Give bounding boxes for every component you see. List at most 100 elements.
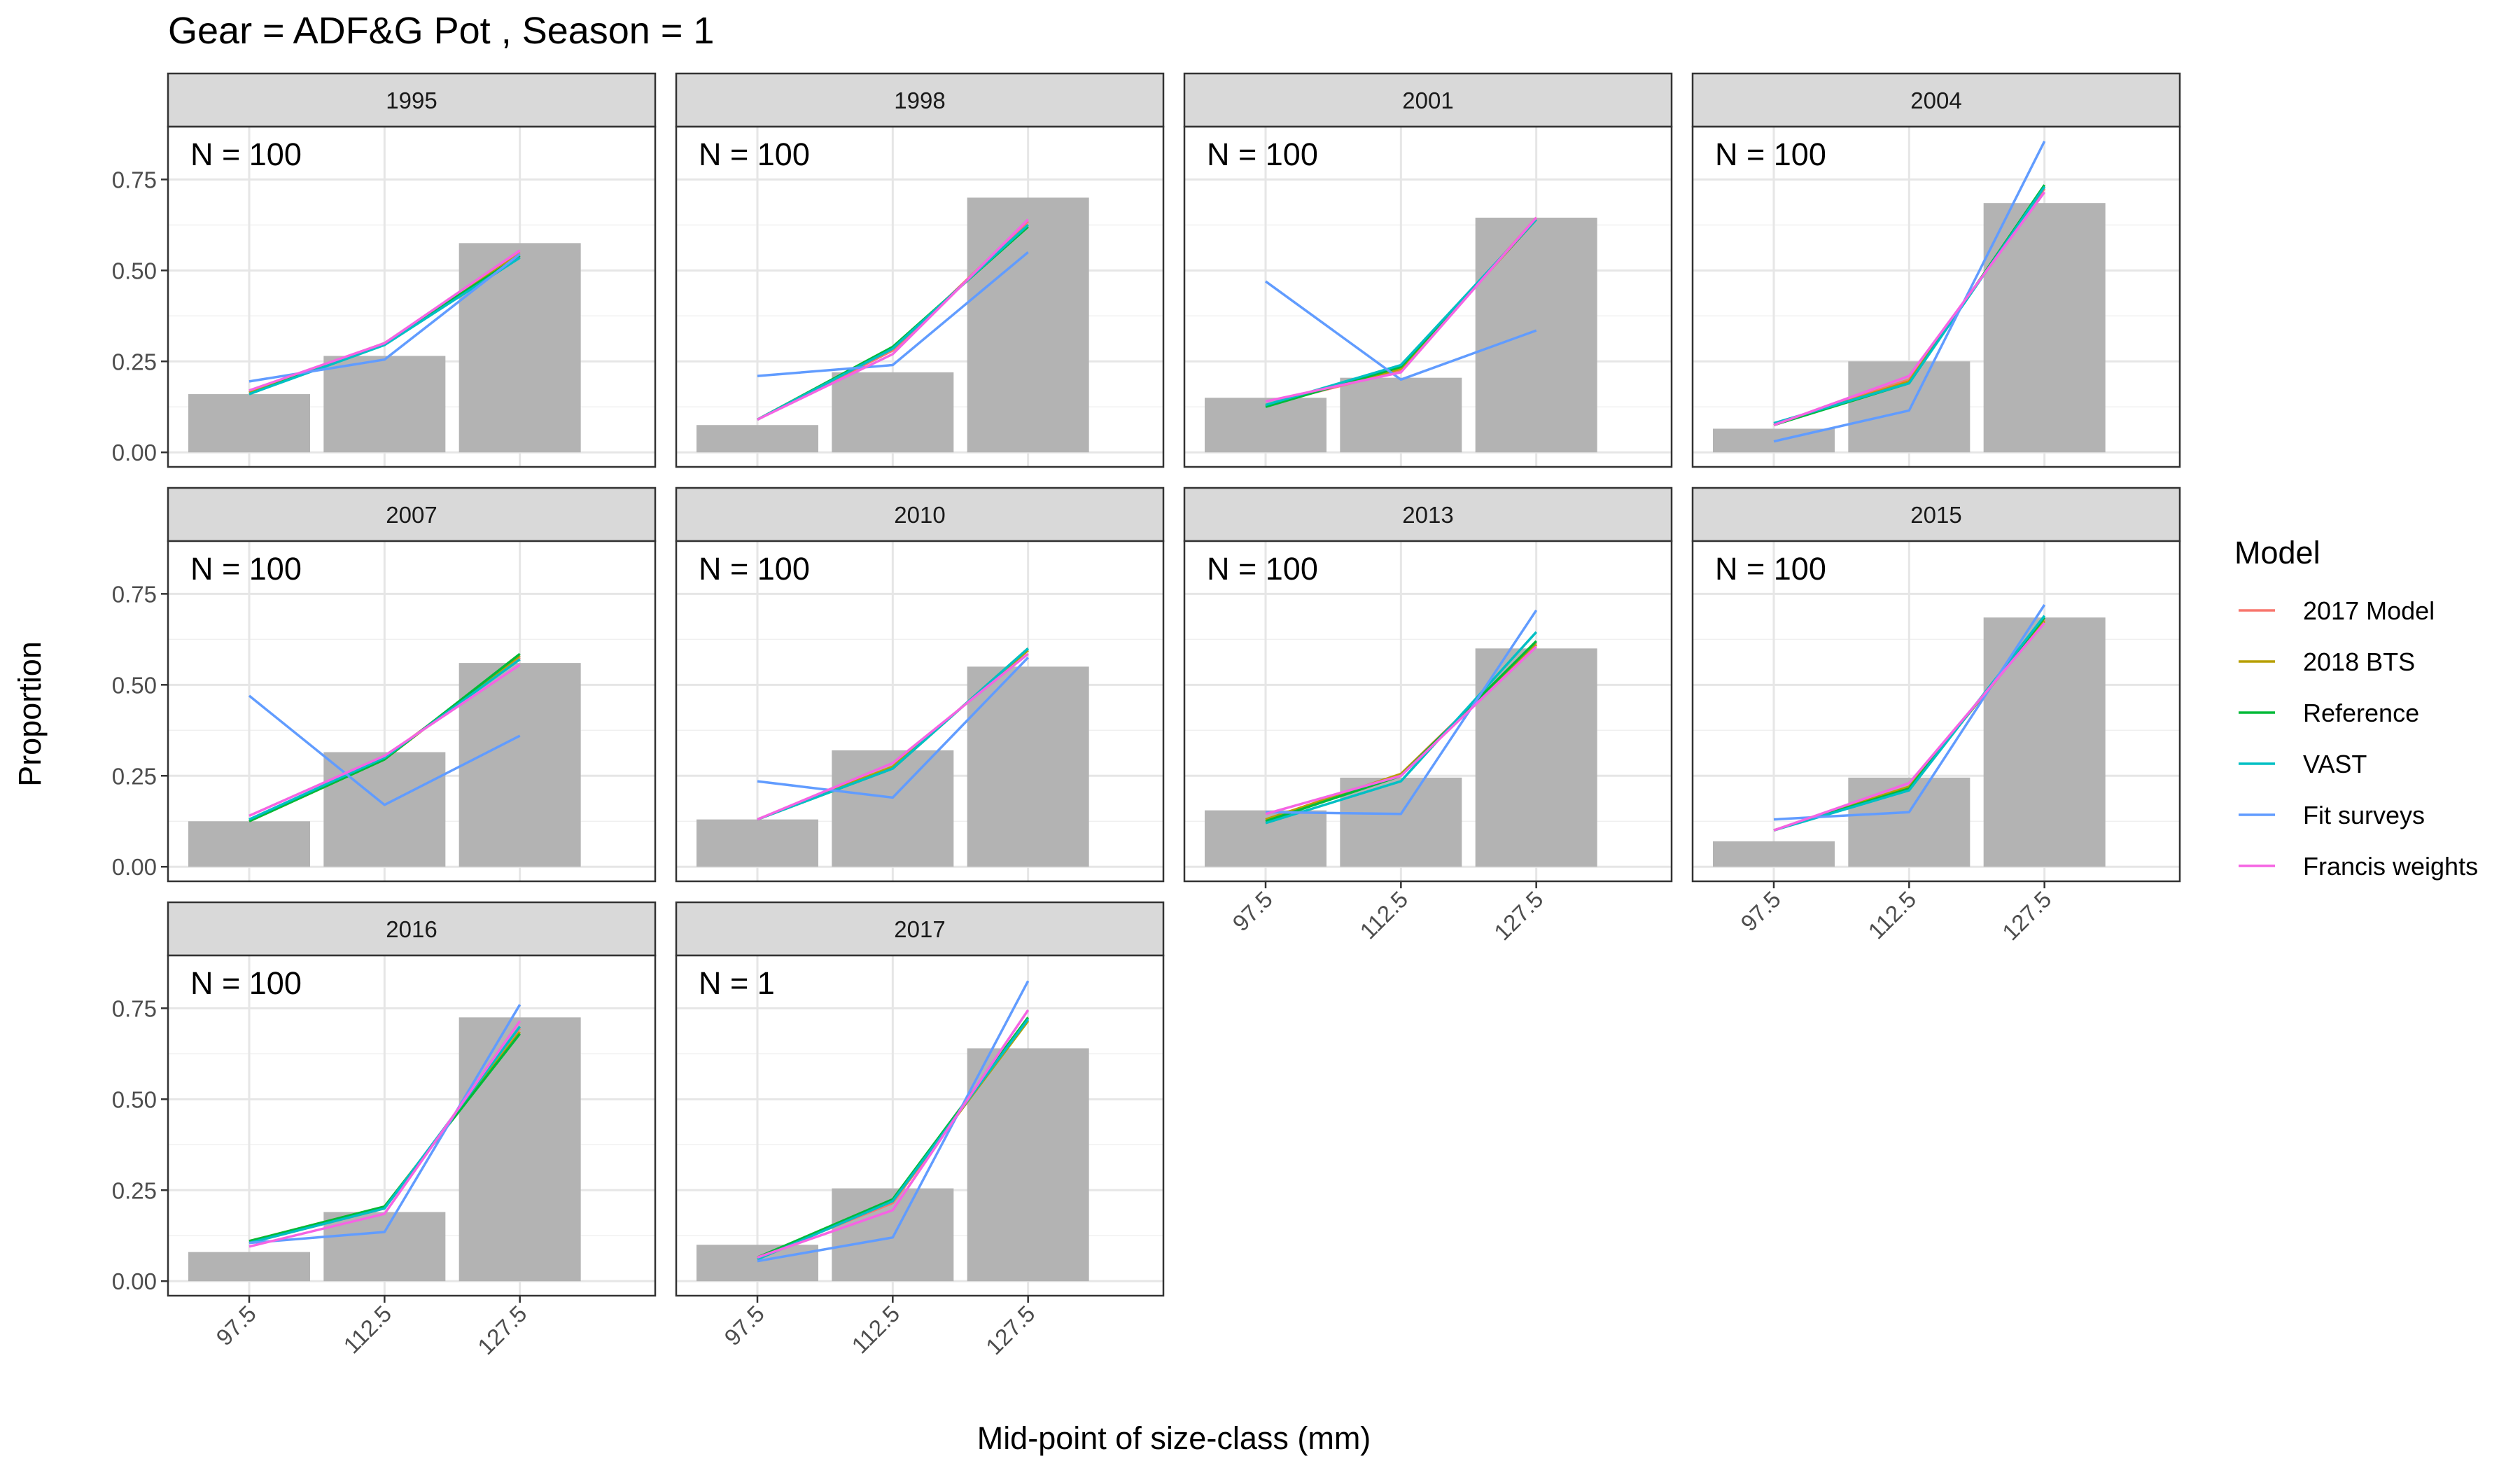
series-line-vast	[248, 658, 521, 821]
bar-112.5	[1848, 777, 1970, 867]
panel-border	[675, 125, 1165, 468]
y-tick-label: 0.75	[112, 995, 157, 1021]
facet-strip-label: 1995	[386, 88, 437, 113]
bar-127.5	[1475, 217, 1597, 453]
legend: Model 2017 Model 2018 BTS Reference VAST Fit…	[2234, 535, 2478, 881]
bar-127.5	[458, 243, 581, 453]
sample-size-label: N = 100	[190, 136, 302, 172]
x-tick-label: 127.5	[1997, 886, 2057, 946]
series-line-vast	[248, 256, 521, 396]
bar-127.5	[967, 666, 1089, 867]
facet-strip-label: 2001	[1402, 88, 1453, 113]
facet-strip-label: 1998	[894, 88, 945, 113]
facet-panel-2001: 2001 N = 100	[1183, 72, 1673, 468]
y-tick-label: 0.25	[112, 349, 157, 374]
series-line-francis-weights	[757, 652, 1029, 821]
bar-97.5	[1713, 841, 1835, 867]
bar-97.5	[696, 1245, 818, 1282]
x-tick-label: 112.5	[846, 1301, 904, 1359]
panel-border	[675, 540, 1165, 883]
sample-size-label: N = 100	[699, 551, 810, 587]
sample-size-label: N = 100	[1715, 551, 1826, 587]
panel-border	[1183, 540, 1673, 883]
facet-panel-2017: 2017 N = 1	[675, 901, 1165, 1297]
facet-strip-label: 2016	[386, 916, 437, 942]
bar-127.5	[458, 663, 581, 867]
x-tick-label: 112.5	[338, 1301, 396, 1359]
y-axis-title: Proportion	[12, 641, 48, 787]
legend-item-label: Reference	[2303, 699, 2419, 727]
facet-strip	[1691, 72, 2181, 128]
y-tick-label: 0.50	[112, 258, 157, 284]
series-line-fit-surveys	[248, 694, 521, 806]
legend-item-label: VAST	[2303, 750, 2367, 778]
sample-size-label: N = 1	[699, 965, 775, 1001]
facet-panel-1995: 1995 N = 100	[167, 72, 657, 468]
series-line-francis-weights	[1265, 216, 1538, 403]
y-tick-label: 0.00	[112, 854, 157, 880]
x-tick-label: 127.5	[1489, 886, 1548, 946]
series-line-vast	[1265, 631, 1537, 825]
panel-border	[167, 125, 657, 468]
facet-strip-label: 2007	[386, 502, 437, 528]
series-line-fit-surveys	[757, 980, 1030, 1263]
panel-border	[167, 540, 657, 883]
bar-112.5	[832, 372, 954, 453]
facet-strip-label: 2013	[1402, 502, 1453, 528]
series-line-francis-weights	[248, 249, 521, 392]
series-line-francis-weights	[1773, 622, 2046, 832]
facet-panel-2004: 2004 N = 100	[1691, 72, 2181, 468]
facet-panel-2013: 2013 N = 100	[1183, 486, 1673, 883]
series-line-fit-surveys	[1265, 609, 1538, 816]
series-line-francis-weights	[757, 1009, 1030, 1259]
x-tick-label: 97.5	[1227, 886, 1278, 937]
panel-border	[675, 954, 1165, 1297]
y-tick-label: 0.25	[112, 1177, 157, 1203]
bar-127.5	[1983, 617, 2106, 867]
y-tick-label: 0.00	[112, 440, 157, 465]
bar-97.5	[188, 821, 310, 867]
bar-127.5	[1983, 203, 2106, 453]
series-line-fit-surveys	[1773, 141, 2046, 443]
facet-panel-2010: 2010 N = 100	[675, 486, 1165, 883]
sample-size-label: N = 100	[1715, 136, 1826, 172]
series-line-fit-surveys	[757, 657, 1029, 799]
x-tick-label: 112.5	[1863, 886, 1921, 944]
y-tick-label: 0.75	[112, 167, 157, 192]
facet-panel-2007: 2007 N = 100	[167, 486, 657, 883]
panel-border	[1691, 125, 2181, 468]
series-line-fit-surveys	[1264, 280, 1537, 382]
bar-97.5	[1205, 398, 1326, 453]
sample-size-label: N = 100	[1207, 136, 1318, 172]
legend-item-label: 2017 Model	[2303, 596, 2435, 625]
y-tick-label: 0.50	[112, 1086, 157, 1112]
bar-112.5	[1340, 377, 1462, 453]
series-line-francis-weights	[1773, 191, 2046, 426]
legend-item-label: Fit surveys	[2303, 801, 2425, 830]
bar-112.5	[323, 356, 446, 453]
legend-item-label: 2018 BTS	[2303, 648, 2415, 676]
facet-strip	[675, 486, 1165, 542]
bar-97.5	[188, 394, 310, 453]
x-tick-label: 97.5	[719, 1301, 769, 1351]
series-line-francis-weights	[248, 1020, 522, 1248]
bar-127.5	[458, 1017, 581, 1282]
facet-panel-2016: 2016 N = 100	[167, 901, 657, 1297]
series-line-fit-surveys	[757, 251, 1029, 377]
facet-panel-1998: 1998 N = 100	[675, 72, 1165, 468]
panel-border	[1183, 125, 1673, 468]
series-line-francis-weights	[757, 218, 1029, 421]
series-line-vast	[757, 647, 1029, 821]
series-line-francis-weights	[248, 664, 521, 817]
facet-strip-label: 2010	[894, 502, 945, 528]
facet-strip	[167, 72, 657, 128]
series-line-fit-surveys	[1773, 604, 2046, 821]
series-line-fit-surveys	[248, 1004, 522, 1245]
facet-strip	[1183, 486, 1673, 542]
series-line-francis-weights	[1265, 645, 1537, 816]
x-tick-label: 127.5	[981, 1301, 1040, 1360]
panel-border	[167, 954, 657, 1297]
x-tick-label: 112.5	[1354, 886, 1413, 944]
y-tick-label: 0.25	[112, 763, 157, 789]
